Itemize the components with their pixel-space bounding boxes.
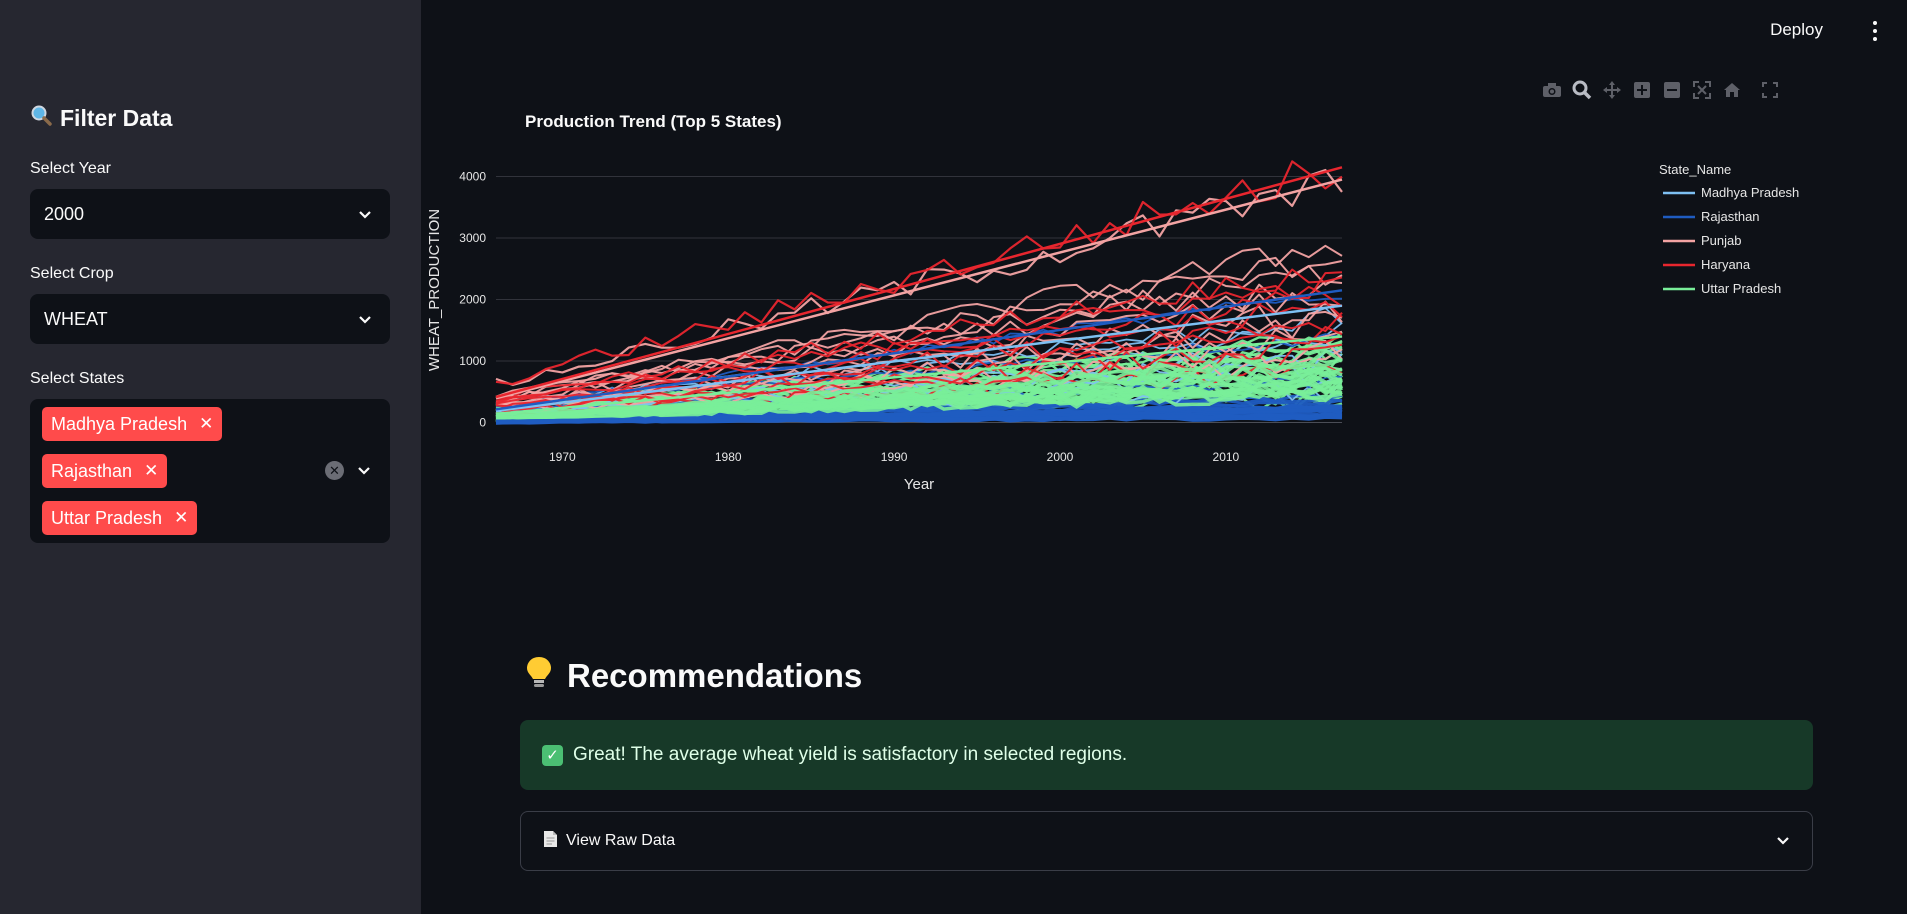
main-menu-icon[interactable] — [1871, 21, 1879, 41]
state-tag-label: Madhya Pradesh — [51, 413, 188, 434]
y-tick-label: 2000 — [459, 293, 486, 307]
y-axis-label: WHEAT_PRODUCTION — [426, 209, 443, 371]
home-icon[interactable] — [1720, 78, 1744, 102]
series-line-punjab — [495, 300, 1343, 405]
state-tag-label: Uttar Pradesh — [51, 507, 163, 528]
x-tick-label: 1990 — [881, 450, 908, 464]
states-multiselect[interactable]: Madhya Pradesh ✕ Rajasthan ✕ Uttar Prade… — [30, 399, 390, 543]
chart-title: Production Trend (Top 5 States) — [525, 112, 782, 131]
crop-select[interactable]: WHEAT — [30, 294, 390, 344]
chevron-down-icon — [354, 203, 376, 225]
trend-line — [495, 178, 1343, 400]
states-label: Select States — [30, 370, 125, 387]
x-tick-label: 2000 — [1047, 450, 1074, 464]
legend-item[interactable]: Rajasthan — [1701, 209, 1760, 224]
production-chart[interactable]: 0 1000 2000 3000 4000 1970 1980 1990 2000 2010 Yea… — [421, 130, 1821, 600]
crop-select-value: WHEAT — [44, 308, 108, 329]
y-tick-label: 4000 — [459, 170, 486, 184]
lightbulb-icon — [525, 655, 553, 697]
series-line-uttar-pradesh — [495, 357, 1343, 423]
legend-item[interactable]: Punjab — [1701, 233, 1741, 248]
trend-line — [495, 289, 1343, 411]
state-tag: Madhya Pradesh ✕ — [42, 407, 223, 441]
series-line-haryana — [495, 268, 1343, 400]
series-line-uttar-pradesh — [495, 381, 1343, 424]
series-line-haryana — [495, 160, 1343, 386]
trend-line — [495, 335, 1343, 416]
zoom-icon[interactable] — [1570, 78, 1594, 102]
raw-data-expander[interactable]: View Raw Data — [520, 811, 1813, 871]
series-line-haryana — [495, 271, 1343, 403]
expander-label: View Raw Data — [566, 832, 676, 849]
success-message: Great! The average wheat yield is satisf… — [573, 744, 1128, 765]
trend-line — [495, 304, 1343, 413]
success-alert: ✓ Great! The average wheat yield is sati… — [520, 720, 1813, 790]
legend-item[interactable]: Uttar Pradesh — [1701, 281, 1781, 296]
year-select[interactable]: 2000 — [30, 189, 390, 239]
state-tag: Rajasthan ✕ — [42, 454, 168, 488]
y-tick-label: 1000 — [459, 354, 486, 368]
legend-title: State_Name — [1659, 162, 1731, 177]
remove-tag-icon[interactable]: ✕ — [174, 508, 189, 527]
document-icon — [543, 830, 558, 853]
series-line-punjab — [495, 256, 1343, 403]
sidebar-title: Filter Data — [30, 104, 172, 132]
chevron-down-icon — [354, 308, 376, 330]
chart-plot-area — [495, 160, 1344, 425]
year-select-value: 2000 — [44, 203, 85, 224]
recommendations-heading: Recommendations — [525, 655, 862, 697]
state-tag-label: Rajasthan — [51, 460, 133, 481]
legend-item[interactable]: Madhya Pradesh — [1701, 185, 1799, 200]
series-line-punjab — [495, 265, 1343, 398]
y-tick-label: 0 — [479, 416, 486, 430]
series-line-rajasthan — [495, 412, 1343, 425]
x-tick-label: 1970 — [549, 450, 576, 464]
chart-legend[interactable]: State_Name Madhya Pradesh Rajasthan Punjab H… — [1659, 162, 1799, 296]
chart-axes: 0 1000 2000 3000 4000 1970 1980 1990 2000 2010 Yea… — [426, 170, 1240, 493]
remove-tag-icon[interactable]: ✕ — [144, 461, 159, 480]
chevron-down-icon — [1776, 832, 1790, 850]
remove-tag-icon[interactable]: ✕ — [199, 414, 214, 433]
camera-icon[interactable] — [1540, 78, 1564, 102]
series-line-uttar-pradesh — [495, 331, 1343, 412]
recommendations-title: Recommendations — [567, 657, 863, 694]
x-tick-label: 1980 — [715, 450, 742, 464]
fullscreen-icon[interactable] — [1758, 78, 1782, 102]
state-tag: Uttar Pradesh ✕ — [42, 501, 198, 535]
trend-line — [495, 166, 1343, 399]
x-tick-label: 2010 — [1213, 450, 1240, 464]
clear-all-icon[interactable]: ✕ — [325, 461, 344, 480]
sidebar: Filter Data Select Year 2000 Select Crop… — [0, 0, 421, 914]
sidebar-title-text: Filter Data — [60, 104, 173, 131]
x-axis-label: Year — [904, 476, 934, 493]
y-tick-label: 3000 — [459, 231, 486, 245]
crop-label: Select Crop — [30, 265, 114, 282]
series-line-haryana — [495, 285, 1343, 405]
legend-item[interactable]: Haryana — [1701, 257, 1751, 272]
chart-modebar — [1540, 78, 1788, 102]
year-label: Select Year — [30, 160, 111, 177]
magnifier-icon — [30, 104, 52, 132]
series-line-haryana — [495, 335, 1343, 416]
check-icon: ✓ — [542, 744, 563, 766]
autoscale-icon[interactable] — [1690, 78, 1714, 102]
zoom-out-icon[interactable] — [1660, 78, 1684, 102]
chevron-down-icon[interactable] — [353, 459, 375, 481]
pan-icon[interactable] — [1600, 78, 1624, 102]
deploy-button[interactable]: Deploy — [1770, 20, 1823, 39]
zoom-in-icon[interactable] — [1630, 78, 1654, 102]
